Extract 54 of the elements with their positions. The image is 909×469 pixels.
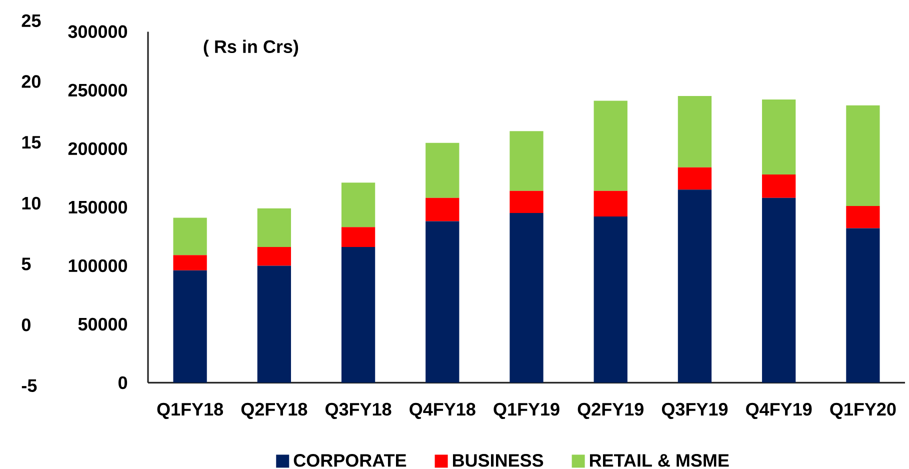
y2-tick-label: 20 (22, 75, 40, 88)
bar (510, 190, 544, 214)
bar (678, 190, 712, 383)
y-tick-label: 100000 (68, 259, 128, 272)
y-tick-label: 300000 (68, 25, 128, 38)
bar (341, 227, 376, 247)
y2-tick-label: 10 (22, 196, 40, 210)
bar (594, 100, 628, 191)
x-tick-label: Q1FY20 (830, 402, 896, 420)
x-tick-label: Q1FY18 (157, 402, 224, 420)
legend-label: RETAIL & MSME (590, 454, 729, 467)
bar (678, 96, 712, 168)
bar (762, 198, 796, 383)
bar (173, 218, 207, 256)
y2-tick-label: 15 (22, 136, 41, 149)
y-tick-label: 250000 (68, 84, 128, 97)
bar (257, 246, 291, 266)
bar (173, 255, 207, 270)
annotation: ( Rs in Crs) (204, 40, 298, 57)
y2-tick-label: 25 (22, 14, 41, 28)
y-tick-label: 50000 (78, 318, 128, 331)
x-tick-label: Q1FY19 (494, 402, 560, 420)
bar (510, 213, 544, 383)
bar (762, 174, 796, 198)
x-tick-label: Q2FY18 (241, 402, 308, 420)
bar (257, 208, 291, 247)
x-tick-label: Q3FY19 (662, 402, 728, 420)
bar (341, 246, 376, 383)
bar (846, 206, 880, 228)
x-tick-label: Q4FY18 (410, 402, 476, 420)
bar (173, 270, 207, 383)
bar (426, 221, 460, 383)
bar (846, 105, 880, 206)
bar (341, 182, 376, 228)
bar (426, 142, 460, 198)
bar (426, 198, 460, 222)
x-tick-label: Q4FY19 (746, 402, 812, 420)
x-tick-label: Q2FY19 (578, 402, 644, 420)
y2-tick-label: -5 (22, 379, 37, 392)
y2-tick-label: 5 (22, 258, 31, 270)
bar (510, 131, 544, 191)
bar (846, 228, 880, 383)
y-tick-label: 150000 (68, 200, 128, 214)
bar (762, 100, 796, 174)
bar (257, 266, 291, 383)
legend-label: CORPORATE (294, 454, 406, 467)
bar (594, 216, 628, 383)
bar (594, 190, 628, 217)
y-tick-label: 200000 (68, 142, 128, 156)
legend-label: BUSINESS (452, 454, 544, 467)
y-tick-label: 0 (118, 376, 128, 390)
bar (678, 167, 712, 190)
y2-tick-label: 0 (22, 318, 30, 332)
x-tick-label: Q3FY18 (326, 402, 392, 420)
